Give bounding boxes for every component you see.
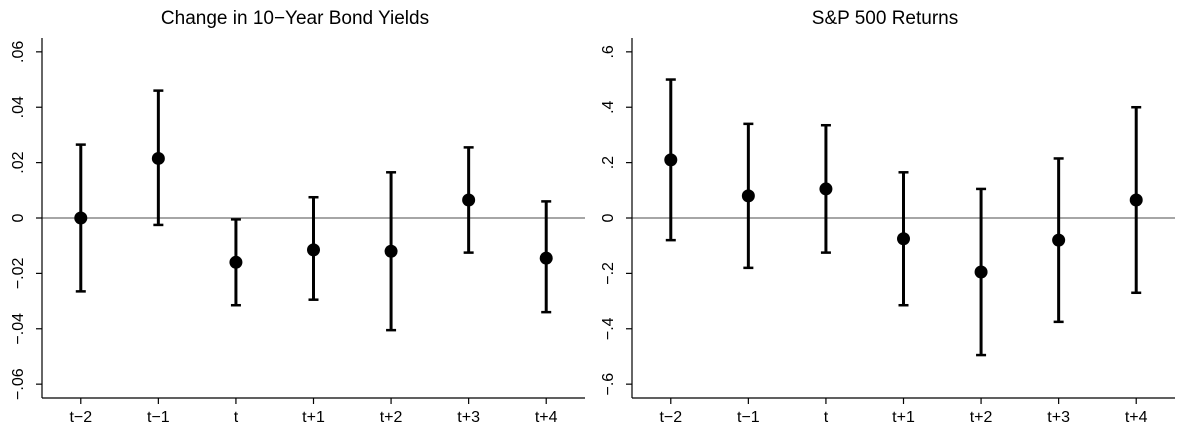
sp500-returns-plot: −.6 −.4 −.2 0 .2 .4 .6 t−2 t−1 t t+1 t+2 t+3 t+4 bbox=[600, 38, 1175, 426]
x-tick-label: t+2 bbox=[970, 409, 993, 426]
data-point bbox=[539, 251, 553, 265]
x-tick-label: t−1 bbox=[737, 409, 760, 426]
data-point bbox=[1129, 193, 1143, 207]
sp500-returns-chart: S&P 500 Returns −.6 −.4 −.2 0 .2 .4 .6 t−2 t−1 t t… bbox=[590, 0, 1180, 427]
data-point bbox=[151, 151, 165, 165]
x-tick-label: t+3 bbox=[1047, 409, 1070, 426]
y-tick-label: −.04 bbox=[10, 313, 27, 345]
y-tick-label: −.02 bbox=[10, 257, 27, 289]
y-tick-label: −.06 bbox=[10, 368, 27, 400]
data-point bbox=[974, 265, 988, 279]
y-tick-label: .4 bbox=[600, 100, 617, 113]
data-point bbox=[741, 189, 755, 203]
y-tick-label: −.4 bbox=[600, 317, 617, 340]
x-tick-label: t+2 bbox=[380, 409, 403, 426]
y-tick-label: −.6 bbox=[600, 373, 617, 396]
data-point bbox=[74, 211, 88, 225]
y-tick-label: −.2 bbox=[600, 262, 617, 285]
y-tick-label: .6 bbox=[600, 45, 617, 58]
x-tick-label: t+3 bbox=[457, 409, 480, 426]
data-point bbox=[307, 243, 320, 257]
data-point bbox=[384, 244, 398, 258]
x-tick-label: t bbox=[824, 409, 829, 426]
y-tick-label: 0 bbox=[10, 213, 27, 222]
x-tick-label: t+1 bbox=[302, 409, 325, 426]
y-tick-label: .2 bbox=[600, 156, 617, 169]
x-tick-label: t+1 bbox=[892, 409, 915, 426]
chart-title: S&P 500 Returns bbox=[811, 8, 959, 29]
data-point bbox=[462, 193, 476, 207]
data-point bbox=[1052, 233, 1066, 247]
y-tick-label: .06 bbox=[10, 41, 27, 63]
y-tick-label: 0 bbox=[600, 213, 617, 222]
x-tick-label: t−1 bbox=[147, 409, 170, 426]
data-point bbox=[897, 232, 910, 246]
x-tick-label: t+4 bbox=[1125, 409, 1148, 426]
bond-yields-plot: −.06 −.04 −.02 0 .02 .04 .06 t−2 t−1 t t+1 t+2 t+3 t+… bbox=[10, 38, 585, 426]
x-tick-label: t−2 bbox=[69, 409, 92, 426]
y-tick-label: .02 bbox=[10, 151, 27, 173]
x-tick-label: t bbox=[234, 409, 239, 426]
y-tick-label: .04 bbox=[10, 96, 27, 118]
x-tick-label: t+4 bbox=[535, 409, 558, 426]
bond-yields-chart: Change in 10−Year Bond Yields −.06 −.04 −.… bbox=[10, 8, 585, 426]
x-tick-label: t−2 bbox=[659, 409, 682, 426]
data-point bbox=[819, 182, 833, 196]
data-point bbox=[229, 255, 243, 269]
data-point bbox=[664, 153, 678, 167]
chart-title: Change in 10−Year Bond Yields bbox=[160, 8, 430, 29]
